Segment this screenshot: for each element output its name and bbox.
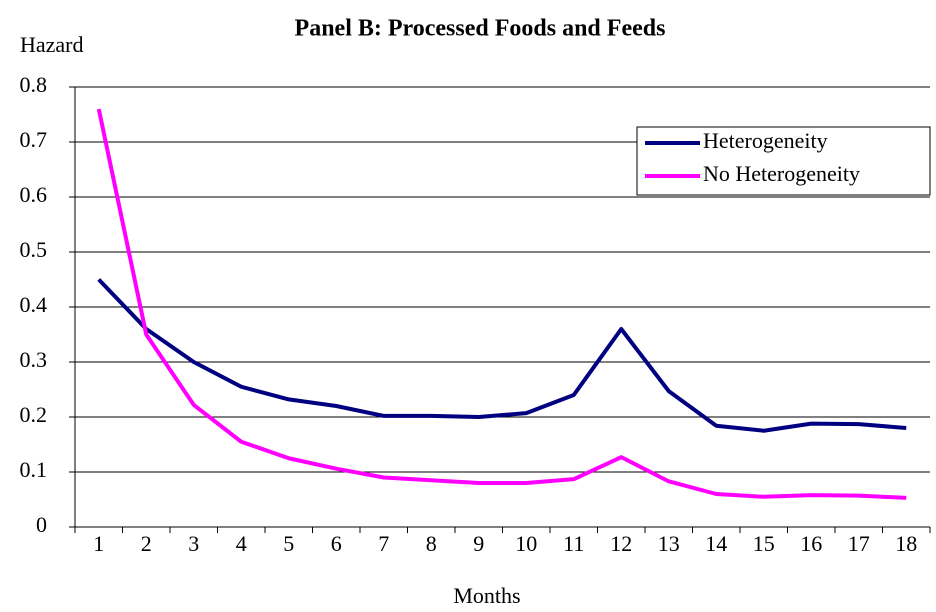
x-axis-label: Months xyxy=(453,583,520,608)
y-tick-label: 0.5 xyxy=(20,237,48,262)
x-tick-label: 4 xyxy=(236,531,247,556)
x-tick-label: 9 xyxy=(473,531,484,556)
x-tick-label: 11 xyxy=(563,531,584,556)
legend-box xyxy=(636,126,931,196)
x-tick-label: 15 xyxy=(753,531,775,556)
x-tick-label: 6 xyxy=(331,531,342,556)
y-tick-label: 0.4 xyxy=(20,292,48,317)
y-tick-label: 0.6 xyxy=(20,182,48,207)
x-tick-label: 18 xyxy=(895,531,917,556)
y-axis-label: Hazard xyxy=(20,32,84,57)
data-line xyxy=(96,108,907,500)
chart-title: Panel B: Processed Foods and Feeds xyxy=(295,16,666,42)
x-tick-label: 10 xyxy=(515,531,537,556)
y-tick-label: 0.2 xyxy=(20,402,48,427)
legend-label: No Heterogeneity xyxy=(703,161,860,186)
x-tick-label: 3 xyxy=(188,531,199,556)
legend-label: Heterogeneity xyxy=(703,128,828,153)
x-tick-label: 5 xyxy=(283,531,294,556)
y-tick-label: 0.8 xyxy=(20,72,48,97)
y-tick-label: 0.3 xyxy=(20,347,48,372)
y-tick-label: 0.7 xyxy=(20,127,48,152)
x-tick-label: 14 xyxy=(705,531,727,556)
x-tick-label: 16 xyxy=(800,531,822,556)
x-tick-label: 2 xyxy=(141,531,152,556)
y-tick-label: 0.1 xyxy=(20,457,48,482)
x-tick-label: 1 xyxy=(93,531,104,556)
y-tick-label: 0 xyxy=(36,512,47,537)
x-tick-label: 13 xyxy=(658,531,680,556)
x-tick-label: 12 xyxy=(610,531,632,556)
x-tick-label: 7 xyxy=(378,531,389,556)
x-tick-label: 17 xyxy=(848,531,870,556)
data-line xyxy=(97,278,907,433)
x-tick-label: 8 xyxy=(426,531,437,556)
